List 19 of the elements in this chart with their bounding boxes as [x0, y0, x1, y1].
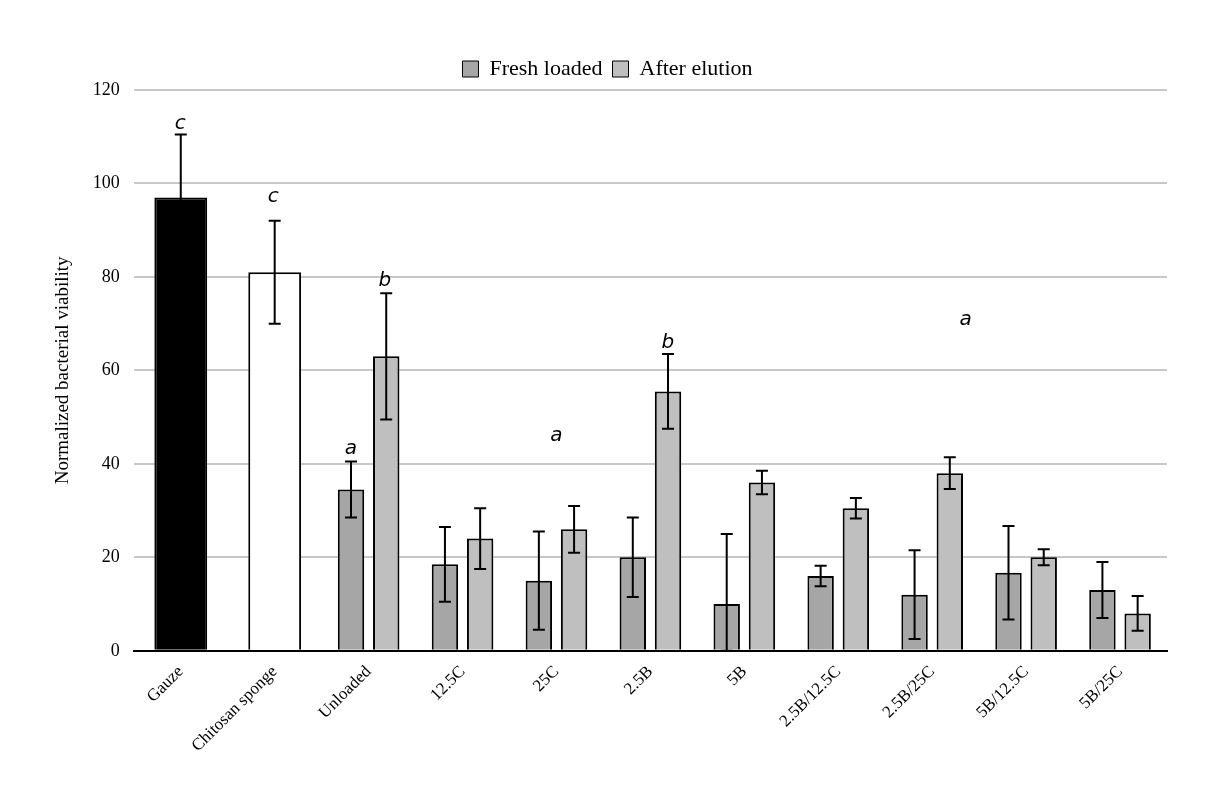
y-tick-label: 60: [101, 359, 120, 380]
y-tick-label: 20: [101, 546, 120, 567]
annotation: b: [378, 266, 392, 291]
y-tick-label: 100: [92, 172, 120, 193]
annotation: a: [959, 306, 972, 331]
annotation: a: [550, 422, 563, 447]
y-tick-label: 0: [110, 639, 120, 660]
legend-label: After elution: [639, 54, 753, 80]
y-tick-label: 80: [101, 265, 120, 286]
legend-label: Fresh loaded: [489, 54, 603, 80]
y-tick-label: 120: [92, 78, 120, 99]
y-tick-label: 40: [101, 452, 120, 473]
x-tick-label: 25C: [528, 661, 563, 696]
x-tick-label: 5B: [722, 661, 751, 690]
annotation: b: [661, 328, 675, 353]
annotation: c: [267, 182, 279, 207]
annotation: c: [174, 109, 186, 134]
annotation: a: [344, 435, 357, 460]
y-axis-title: Normalized bacterial viability: [51, 255, 73, 485]
